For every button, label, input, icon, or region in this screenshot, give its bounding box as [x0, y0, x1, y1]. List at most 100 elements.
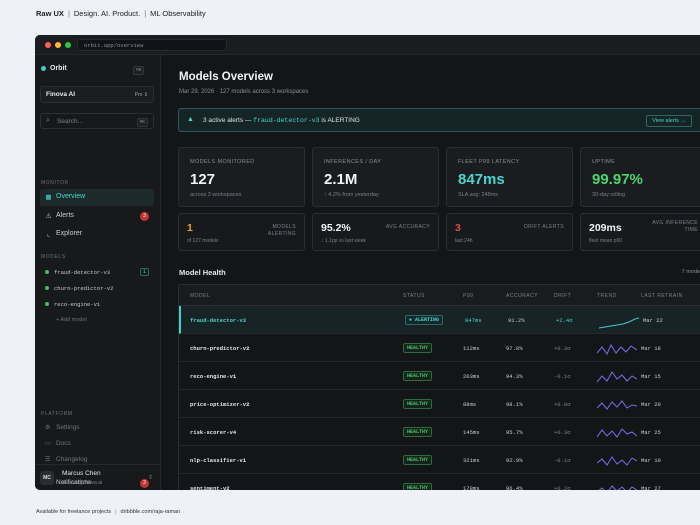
warning-icon: ▲ [187, 116, 194, 123]
col-status[interactable]: STATUS [403, 293, 425, 299]
status-badge: HEALTHY [403, 427, 433, 437]
kpi-value: 209ms [589, 222, 622, 234]
brand[interactable]: Orbit [41, 65, 67, 72]
retrain-date: Mar 15 [641, 373, 661, 380]
accuracy-value: 94.3% [506, 373, 523, 380]
p99-value: 321ms [463, 457, 480, 464]
workspace-name: Finova AI [46, 91, 76, 98]
nav-docs[interactable]: ▭ Docs [40, 437, 154, 451]
search-icon: ⌕ [46, 117, 50, 124]
col-last-retrain[interactable]: LAST RETRAIN [641, 293, 683, 299]
table-row[interactable]: reco-engine-v1 HEALTHY 203ms 94.3% -0.1σ Mar … [179, 362, 700, 390]
plan-badge: Pro ⇕ [134, 92, 148, 98]
portfolio-header: Raw UX | Design. AI. Product. | ML Observabi… [36, 9, 206, 18]
model-name: reco-engine-v1 [190, 373, 237, 380]
col-accuracy[interactable]: ACCURACY [506, 293, 539, 299]
table-row[interactable]: nlp-classifier-v1 HEALTHY 321ms 92.9% -0.1σ M… [179, 446, 700, 474]
nav-overview[interactable]: ▦ Overview [40, 189, 154, 206]
retrain-date: Mar 27 [641, 485, 661, 490]
kpi-drift-alerts: 3 last 24h DRIFT ALERTS [446, 213, 573, 251]
header-brand: Raw UX [36, 9, 64, 18]
col-trend: TREND [597, 293, 617, 299]
sidebar: Orbit ⌘K Finova AI Pro ⇕ ⌕ Search... ⌘K MON… [35, 55, 161, 490]
status-badge: HEALTHY [403, 399, 433, 409]
kpi-value: 95.2% [321, 222, 351, 234]
model-health-count: 7 mode [681, 269, 700, 275]
page-subtitle: Mar 29, 2026 · 127 models across 3 works… [179, 89, 309, 95]
stat-sub: across 3 workspaces [190, 192, 242, 198]
model-name: reco-engine-v1 [54, 301, 101, 308]
nav-explorer[interactable]: ⌞ Explorer [40, 226, 154, 243]
model-alert-count: 1 [139, 268, 149, 276]
doc-icon: ▭ [45, 441, 51, 447]
sidebar-model-churn-predictor[interactable]: churn-predictor-v2 [40, 281, 154, 295]
status-badge: ● ALERTING [405, 315, 444, 325]
header-project: ML Observability [150, 9, 206, 18]
retrain-date: Mar 25 [641, 429, 661, 436]
drift-value: +0.3σ [554, 429, 571, 436]
trend-sparkline [597, 428, 637, 438]
accuracy-value: 95.7% [506, 429, 523, 436]
table-row[interactable]: churn-predictor-v2 HEALTHY 112ms 97.8% +0.3σ… [179, 334, 700, 362]
col-model[interactable]: MODEL [190, 293, 211, 299]
trend-sparkline [597, 400, 637, 410]
section-platform: PLATFORM [41, 411, 73, 417]
table-header: MODEL STATUS P99 ACCURACY DRIFT TREND LA… [179, 285, 700, 306]
kpi-sub: of 127 models [187, 238, 219, 244]
user-name: Marcus Chen [62, 470, 101, 477]
nav-settings[interactable]: ⚙ Settings [40, 421, 154, 435]
search-input[interactable]: ⌕ Search... ⌘K [40, 113, 154, 129]
accuracy-value: 98.1% [506, 401, 523, 408]
notifications-badge: 3 [140, 479, 149, 488]
stat-sub: ↑ 4.2% from yesterday [324, 192, 379, 198]
nav-alerts[interactable]: ⚠ Alerts 3 [40, 208, 154, 225]
nav-label: Settings [56, 424, 80, 431]
close-window-button[interactable] [45, 42, 51, 48]
col-p99[interactable]: P99 [463, 293, 474, 299]
table-row[interactable]: fraud-detector-v3 ● ALERTING 847ms 91.2% +2.… [179, 306, 700, 334]
chart-icon: ⌞ [46, 231, 51, 238]
footer-link[interactable]: dribbble.com/raja-raman [120, 509, 181, 515]
nav-label: Alerts [56, 212, 74, 219]
retrain-date: Mar 18 [641, 345, 661, 352]
brand-dot-icon [41, 66, 46, 71]
user-menu[interactable]: MC Marcus Chen marcus@finova.ai ⇕ [35, 464, 161, 490]
model-name: risk-scorer-v4 [190, 429, 237, 436]
address-bar[interactable]: orbit.app/overview [77, 39, 227, 51]
model-name: nlp-classifier-v1 [190, 457, 247, 464]
sidebar-model-fraud-detector[interactable]: fraud-detector-v3 1 [40, 265, 154, 279]
stat-card-models: MODELS MONITORED 127 across 3 workspaces [178, 147, 305, 207]
kpi-label: AVG INFERENCE TIME [652, 220, 698, 233]
workspace-switcher[interactable]: Finova AI Pro ⇕ [40, 86, 154, 103]
stat-label: UPTIME [592, 159, 616, 165]
kpi-value: 3 [455, 222, 461, 234]
section-models: MODELS [41, 254, 66, 260]
nav-label: Notifications [56, 479, 92, 486]
search-shortcut: ⌘K [136, 118, 148, 127]
stat-value: 847ms [458, 171, 505, 188]
sidebar-model-reco-engine[interactable]: reco-engine-v1 [40, 297, 154, 311]
status-badge: HEALTHY [403, 371, 433, 381]
drift-value: +0.2σ [554, 485, 571, 490]
minimize-window-button[interactable] [55, 42, 61, 48]
col-drift[interactable]: DRIFT [554, 293, 572, 299]
alert-model-name: fraud-detector-v3 [253, 117, 320, 124]
table-row[interactable]: sentiment-v2 HEALTHY 178ms 96.4% +0.2σ Mar 27 [179, 474, 700, 490]
view-alerts-button[interactable]: View alerts → [646, 115, 692, 127]
status-badge: HEALTHY [403, 455, 433, 465]
table-row[interactable]: risk-scorer-v4 HEALTHY 145ms 95.7% +0.3σ Mar … [179, 418, 700, 446]
retrain-date: Mar 10 [641, 457, 661, 464]
app-window: orbit.app/overview Orbit ⌘K Finova AI Pro… [35, 35, 700, 490]
grid-icon: ▦ [45, 194, 52, 201]
browser-titlebar: orbit.app/overview [35, 35, 700, 55]
maximize-window-button[interactable] [65, 42, 71, 48]
nav-changelog[interactable]: ☰ Changelog [40, 453, 154, 467]
add-model-link[interactable]: + Add model [56, 317, 87, 323]
stat-sub: SLA avg: 248ms [458, 192, 499, 198]
status-dot-icon [45, 302, 49, 306]
page-title: Models Overview [179, 71, 273, 83]
model-name: churn-predictor-v2 [54, 285, 114, 292]
table-row[interactable]: price-optimizer-v2 HEALTHY 88ms 98.1% +0.0σ M… [179, 390, 700, 418]
accuracy-value: 97.8% [506, 345, 523, 352]
trend-sparkline [597, 343, 637, 356]
